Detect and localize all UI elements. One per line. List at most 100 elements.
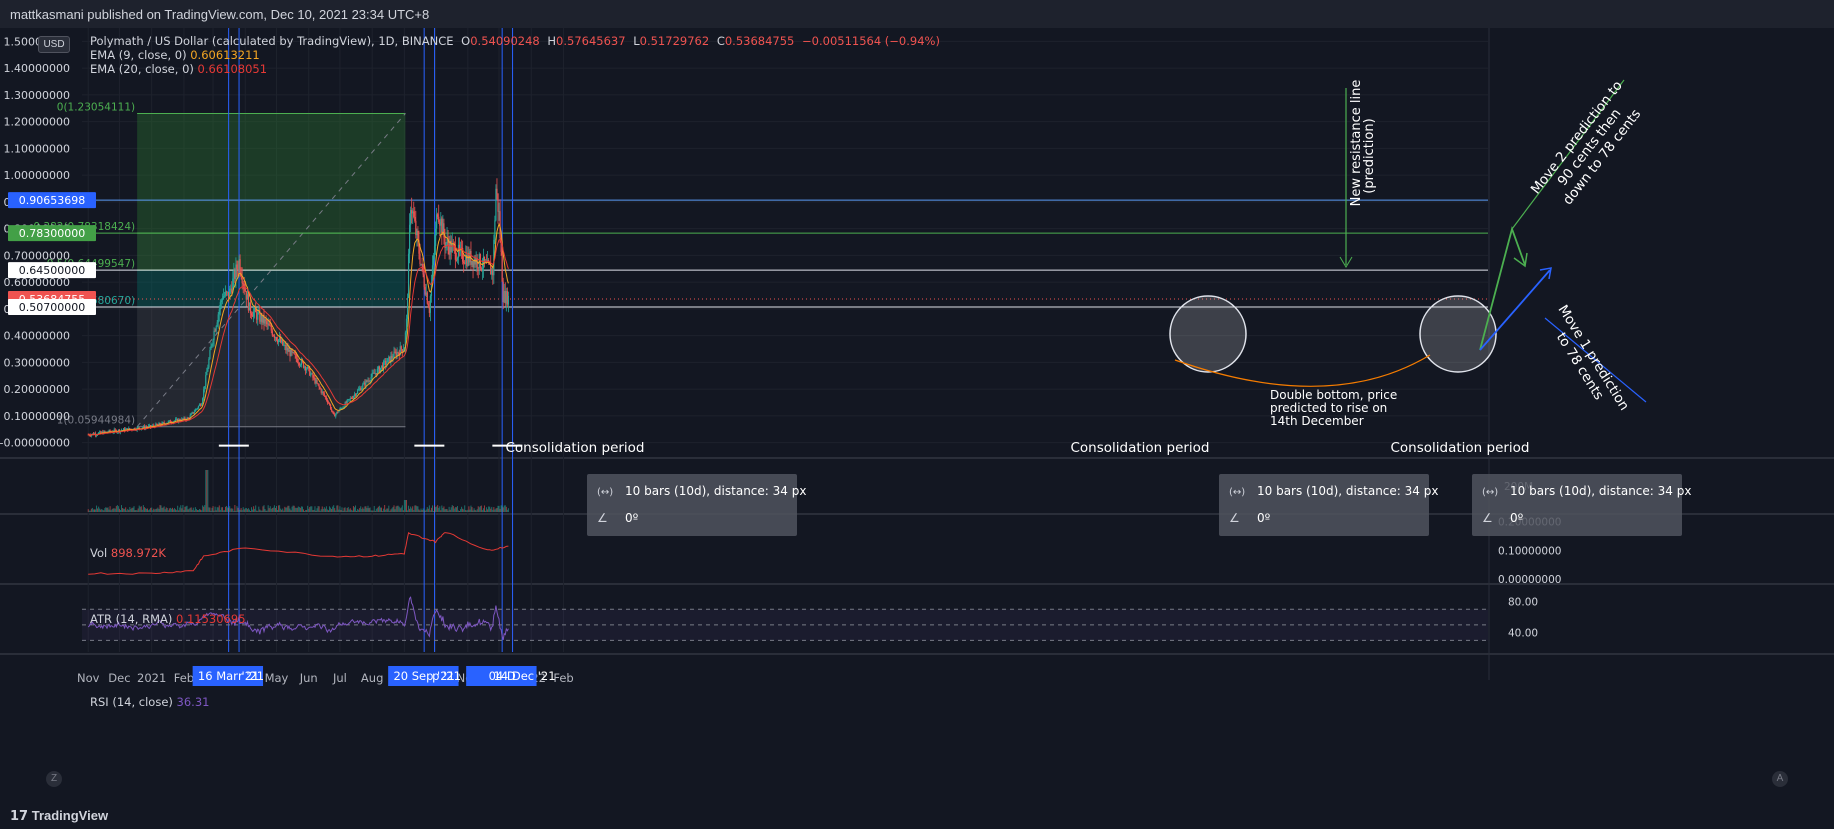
measure-box[interactable]: (↔) 10 bars (10d), distance: 34 px ∠ 0º	[1472, 474, 1691, 536]
volume-bar	[226, 505, 228, 512]
candle-body	[432, 255, 435, 266]
candle-body	[472, 261, 474, 268]
price-label[interactable]: 0.78300000	[8, 225, 96, 242]
zoom-z-button[interactable]: Z	[46, 771, 62, 787]
volume-bar	[134, 510, 136, 512]
volume-bar	[306, 509, 308, 512]
rsi-tick: 40.00	[1508, 628, 1538, 640]
candle-body	[457, 244, 460, 258]
date-label-pair[interactable]: 16 Mar '21r '21	[192, 666, 264, 686]
volume-bar	[217, 507, 219, 512]
volume-bar	[185, 506, 187, 512]
candle-body	[235, 264, 237, 280]
date-label-pair[interactable]: 04 D14 Dec '21	[466, 666, 556, 686]
ema9-legend: EMA (9, close, 0) 0.60613211	[90, 48, 260, 62]
volume-bar	[454, 507, 456, 512]
candle-body	[376, 368, 378, 375]
time-axis[interactable]: NovDec2021FebMarAprMayJunJulAugSepOctNov…	[77, 666, 574, 686]
volume-bar	[145, 508, 147, 512]
candle-body	[456, 257, 459, 261]
measure-icon: (↔)	[1482, 487, 1498, 498]
volume-bar	[192, 507, 194, 512]
volume-bar	[489, 506, 491, 512]
candle-body	[360, 388, 362, 391]
candle-body	[137, 427, 139, 429]
volume-bar	[452, 506, 454, 512]
volume-bar	[235, 510, 237, 512]
price-label[interactable]: 0.50700000	[8, 299, 96, 316]
double-bottom-circle[interactable]	[1169, 295, 1247, 373]
auto-scale-button[interactable]: A	[1772, 771, 1788, 787]
candle-body	[471, 261, 473, 265]
price-axis[interactable]: -0.00000000 0.10000000 0.20000000 0.3000000…	[0, 35, 96, 450]
candle-body	[236, 264, 238, 270]
candle-body	[433, 245, 436, 256]
volume-bar	[118, 508, 120, 512]
volume-bar	[496, 507, 498, 512]
candle-body	[463, 261, 465, 264]
tradingview-logo[interactable]: 𝟭𝟳 TradingView	[10, 808, 108, 824]
horizontal-lines[interactable]	[82, 199, 1488, 308]
candle-body	[451, 243, 453, 253]
candle-body	[156, 423, 158, 425]
volume-bar	[335, 510, 337, 512]
volume-bar	[156, 508, 158, 512]
candle-body	[502, 281, 504, 303]
volume-bar	[312, 510, 314, 512]
fib-retracement[interactable]: 0(1.23054111)0.382(0.78318424)0.5(0.6449…	[33, 101, 406, 428]
volume-bar	[153, 508, 155, 512]
volume-bar	[239, 509, 241, 512]
candle-body	[431, 265, 434, 283]
candle-body	[191, 412, 193, 414]
candle-body	[309, 367, 311, 376]
volume-bar	[100, 509, 102, 512]
volume-bar	[202, 505, 204, 512]
rsi-label: RSI (14, close)	[90, 695, 173, 709]
candle-body	[493, 239, 495, 276]
volume-bar	[433, 510, 435, 512]
currency-button[interactable]: USD	[38, 36, 70, 53]
volume-bar	[336, 505, 338, 512]
volume-bar	[152, 510, 154, 512]
candle-body	[342, 407, 344, 409]
candle-body	[218, 309, 220, 315]
price-label[interactable]: 0.64500000	[8, 262, 96, 279]
volume-bar	[168, 508, 170, 512]
price-label[interactable]: 0.90653698	[8, 192, 96, 209]
volume-bar	[468, 506, 470, 512]
candle-body	[257, 312, 259, 320]
double-bottom-circle[interactable]	[1419, 295, 1497, 373]
volume-bar	[208, 507, 210, 512]
measure-box[interactable]: (↔) 10 bars (10d), distance: 34 px ∠ 0º	[1219, 474, 1438, 536]
volume-bar	[388, 505, 390, 512]
volume-bar	[279, 505, 281, 512]
volume-bar	[501, 505, 503, 512]
time-tick: May	[265, 671, 289, 685]
measure-text: 10 bars (10d), distance: 34 px	[1510, 484, 1691, 498]
candle-body	[168, 420, 170, 422]
volume-bar	[275, 506, 277, 512]
candle-body	[422, 264, 424, 275]
candle-body	[396, 352, 398, 357]
volume-bar	[441, 505, 443, 512]
price-tick: 0.10000000	[4, 410, 70, 423]
double-bottom-note: Double bottom, price predicted to rise on…	[1270, 388, 1397, 428]
candle-body	[378, 366, 381, 372]
volume-bar	[431, 505, 433, 512]
volume-bar	[396, 505, 398, 512]
volume-bar	[181, 508, 183, 512]
move1-head	[1539, 267, 1552, 280]
volume-bar	[427, 508, 429, 512]
candle-body	[143, 426, 145, 429]
date-label-pair[interactable]: 20 Sep '21p '21	[388, 666, 461, 686]
price-label-text: 0.90653698	[19, 194, 85, 207]
volume-bar	[344, 507, 346, 512]
measure-box[interactable]: (↔) 10 bars (10d), distance: 34 px ∠ 0º	[587, 474, 806, 536]
candle-body	[262, 315, 264, 323]
candle-body	[175, 419, 177, 421]
candle-body	[326, 400, 329, 403]
volume-bar	[381, 507, 383, 512]
candle-body	[266, 321, 268, 325]
volume-bar	[498, 505, 500, 512]
